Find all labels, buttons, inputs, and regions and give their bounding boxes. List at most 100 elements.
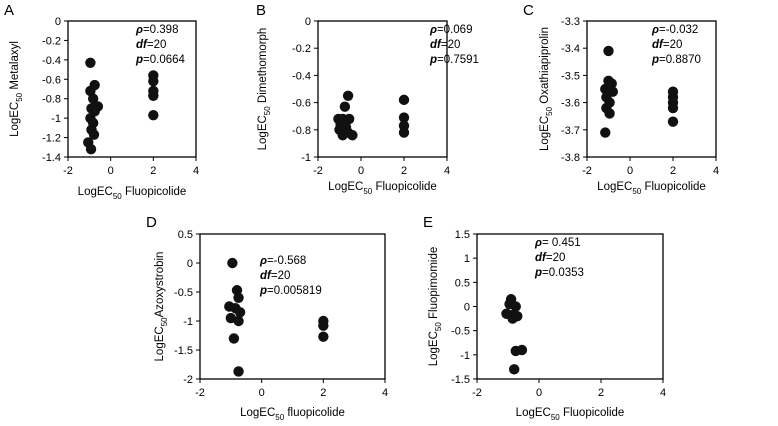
data-point (603, 45, 614, 57)
stat-rho-label: ρ (651, 24, 659, 36)
x-axis-title-pre: LogEC (240, 407, 275, 419)
x-axis-title-sub: 50 (113, 192, 122, 201)
x-axis-title-post: Fluopicolide (122, 186, 187, 198)
stat-p-label: p (651, 54, 659, 66)
data-point (85, 144, 97, 155)
data-point (337, 130, 348, 141)
panel-letter: A (4, 2, 14, 19)
x-tick-label: 4 (660, 387, 666, 399)
y-tick-label: -0.8 (42, 94, 61, 106)
y-tick-label: 0 (187, 258, 193, 270)
data-point (233, 366, 244, 377)
data-point (233, 315, 244, 327)
y-tick-label: -3.6 (561, 98, 580, 110)
x-tick-label: 2 (670, 165, 676, 177)
x-axis-title: LogEC50 Fluopicolide (516, 407, 625, 422)
data-point (509, 364, 520, 375)
stat-df: df=20 (652, 39, 682, 51)
data-point (347, 130, 358, 141)
x-tick-label: 0 (108, 165, 114, 177)
stat-rho-value: =-0.032 (659, 24, 698, 36)
stat-p-value: =0.005819 (267, 285, 322, 297)
y-axis-title-pre: LogEC (9, 102, 21, 137)
stat-p: p=0.7591 (429, 54, 479, 66)
data-point (148, 90, 159, 102)
x-axis-title-pre: LogEC (328, 181, 363, 193)
panel-letter: D (146, 214, 157, 231)
y-tick-label: -1.2 (42, 133, 61, 145)
y-axis-title: LogEC50Azoxystrobin (154, 252, 169, 362)
stat-p-label: p (429, 54, 437, 66)
y-axis-title-pre: LogEC (154, 326, 166, 361)
x-axis-title-pre: LogEC (78, 186, 113, 198)
stat-df-value: =20 (663, 39, 683, 51)
y-axis-title-post: Dimethomorph (257, 28, 269, 107)
data-point (88, 129, 100, 140)
stat-rho: ρ=0.069 (429, 24, 472, 36)
y-tick-label: -2 (183, 374, 193, 386)
y-axis-title-sub: 50 (545, 106, 554, 115)
y-axis-title-sub: 50 (15, 92, 24, 101)
y-axis-title-post: Metalaxyl (9, 41, 21, 93)
y-axis-title-post: Azoxystrobin (154, 252, 166, 318)
y-tick-label: -0.4 (42, 55, 61, 67)
x-axis-title-sub: 50 (363, 187, 372, 196)
y-tick-label: 0 (55, 16, 61, 28)
x-axis-title-post: Fluopicolide (641, 181, 706, 193)
panel-e: E 1.5 1 0.5 0 -0.5 -1 -1.5-2 0 2 4 ρ= 0.451 df=20 p=0… (423, 214, 666, 422)
panel-letter: B (256, 2, 266, 19)
y-tick-label: -1 (183, 316, 193, 328)
stat-p-label: p (135, 54, 143, 66)
data-point (228, 333, 240, 344)
x-tick-label: 2 (598, 387, 604, 399)
x-axis-title-post: fluopicolide (284, 407, 345, 419)
data-point (318, 320, 329, 331)
stat-df-label: df (535, 252, 547, 264)
panel-c: C -3.3 -3.4 -3.5 -3.6 -3.7 -3.8-2 0 2 4 ρ=-0.032 df… (523, 2, 719, 196)
y-axis-title-pre: LogEC (428, 331, 440, 366)
x-axis-title-pre: LogEC (597, 181, 632, 193)
x-tick-label: 0 (259, 387, 265, 399)
y-tick-label: -1 (460, 350, 470, 362)
plot-frame (317, 20, 448, 158)
plot-frame (199, 233, 386, 380)
x-tick-label: 4 (382, 387, 388, 399)
y-axis-title-sub: 50 (263, 106, 272, 115)
y-axis-title: LogEC50 Fluopimomide (428, 247, 443, 367)
x-tick-label: 4 (444, 165, 450, 177)
data-point (510, 301, 521, 312)
stat-df: df=20 (430, 39, 460, 51)
x-axis-title-sub: 50 (275, 413, 284, 422)
panel-a: A 0 -0.2 -0.4 -0.6 -0.8 -1 -1.2 -1.4-2 0 2 4 ρ=0.398… (4, 2, 199, 201)
stat-p: p=0.0664 (135, 54, 186, 66)
y-axis-title: LogEC50 Dimethomorph (257, 28, 272, 151)
stat-rho-label: ρ (429, 24, 437, 36)
y-axis-title-pre: LogEC (257, 115, 269, 150)
x-tick-label: -2 (63, 165, 73, 177)
panel-letter: C (523, 2, 534, 19)
x-axis-title: LogEC50 Fluopicolide (328, 181, 437, 196)
y-tick-label: -1 (51, 113, 61, 125)
y-axis-title: LogEC50 Oxathiapiprolin (539, 27, 554, 151)
x-axis-title: LogEC50 fluopicolide (240, 407, 345, 422)
stat-rho: ρ=-0.568 (259, 255, 306, 267)
stat-p-label: p (534, 267, 542, 279)
y-axis-title-post: Oxathiapiprolin (539, 27, 551, 107)
y-axis-title-pre: LogEC (539, 116, 551, 151)
stat-df-value: =20 (271, 270, 291, 282)
stat-p: p=0.0353 (534, 267, 584, 279)
y-tick-label: 1 (464, 253, 470, 265)
x-tick-label: 2 (150, 165, 156, 177)
stat-rho: ρ= 0.451 (534, 237, 581, 249)
data-point (516, 344, 528, 356)
y-axis-title-sub: 50 (434, 322, 443, 331)
data-point (398, 127, 410, 138)
stat-rho: ρ=-0.032 (651, 24, 698, 36)
stat-rho-label: ρ (534, 237, 542, 249)
y-tick-label: 1.5 (455, 229, 470, 241)
x-tick-label: 2 (401, 165, 407, 177)
data-point (604, 108, 615, 119)
y-tick-label: -1 (301, 152, 311, 164)
y-tick-label: -1.5 (174, 345, 193, 357)
